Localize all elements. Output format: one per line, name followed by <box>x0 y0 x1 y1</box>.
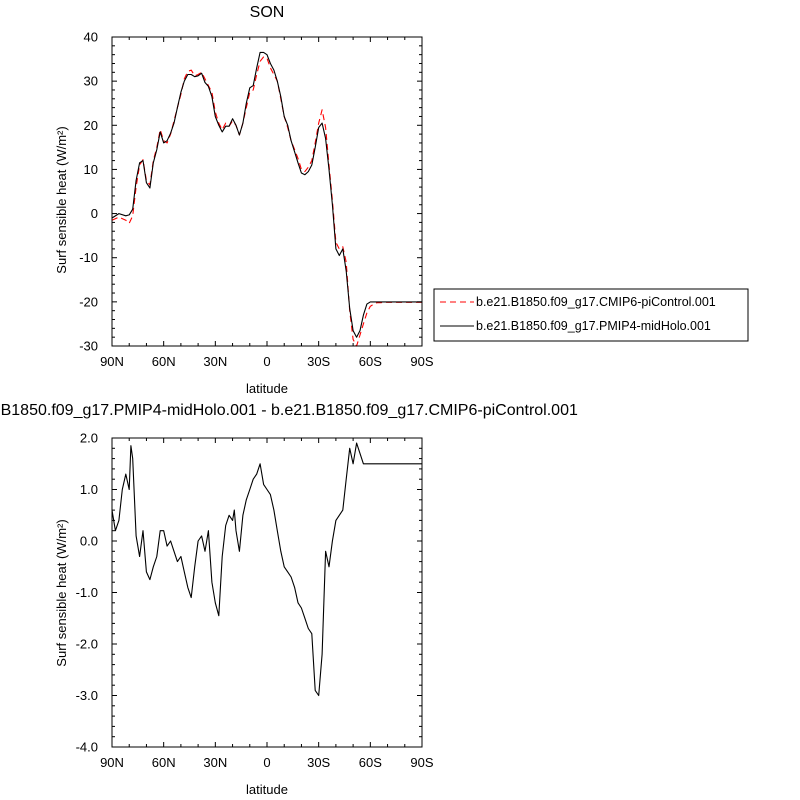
top-x-tick-label: 60S <box>359 354 382 369</box>
legend: b.e21.B1850.f09_g17.CMIP6-piControl.001 … <box>433 288 749 342</box>
bottom-plot-frame <box>111 437 423 748</box>
bottom-x-axis-label: latitude <box>246 782 288 797</box>
legend-label-midholo: b.e21.B1850.f09_g17.PMIP4-midHolo.001 <box>476 319 711 333</box>
top-x-axis-label: latitude <box>246 381 288 396</box>
bottom-chart-title: b.e21.B1850.f09_g17.PMIP4-midHolo.001 - … <box>0 402 578 419</box>
bottom-x-tick-label: 90N <box>100 755 124 770</box>
top-plot-lines <box>111 51 422 347</box>
top-y-tick-label: 20 <box>84 118 98 133</box>
bottom-x-tick-label: 60N <box>152 755 176 770</box>
top-series-line-1 <box>111 51 422 338</box>
bottom-series-line-0 <box>111 442 422 697</box>
top-panel: SON 90N 60N 30N 0 30S 60S 90S -30 -20 -10 0 10 20 30 4… <box>54 4 749 396</box>
bottom-y-tick-label: -1.0 <box>76 585 98 600</box>
bottom-y-axis-label: Surf sensible heat (W/m²) <box>54 519 69 666</box>
bottom-x-tick-label: 90S <box>410 755 433 770</box>
bottom-y-tick-label: -4.0 <box>76 740 98 755</box>
bottom-x-tick-label: 30N <box>203 755 227 770</box>
top-y-tick-label: -30 <box>79 339 98 354</box>
bottom-panel: b.e21.B1850.f09_g17.PMIP4-midHolo.001 - … <box>0 402 578 797</box>
top-x-tick-label: 60N <box>152 354 176 369</box>
top-y-tick-label: -20 <box>79 294 98 309</box>
top-series-line-0 <box>111 56 422 347</box>
top-x-tick-label: 90N <box>100 354 124 369</box>
top-plot-frame <box>111 36 423 347</box>
top-x-tick-label: 30S <box>307 354 330 369</box>
legend-box <box>433 288 749 342</box>
top-chart-title: SON <box>250 4 285 21</box>
bottom-plot-lines <box>111 442 422 697</box>
top-y-tick-label: 0 <box>91 206 98 221</box>
top-y-axis-label: Surf sensible heat (W/m²) <box>54 126 69 273</box>
bottom-y-tick-label: 2.0 <box>80 431 98 446</box>
bottom-x-tick-label: 0 <box>263 755 270 770</box>
top-y-tick-label: 40 <box>84 30 98 45</box>
top-y-tick-label: -10 <box>79 250 98 265</box>
legend-label-picontrol: b.e21.B1850.f09_g17.CMIP6-piControl.001 <box>476 295 716 309</box>
top-y-tick-label: 30 <box>84 74 98 89</box>
bottom-x-tick-label: 30S <box>307 755 330 770</box>
top-ticks: 90N 60N 30N 0 30S 60S 90S -30 -20 -10 0 10 20 30 40 <box>79 30 434 370</box>
top-y-tick-label: 10 <box>84 162 98 177</box>
bottom-y-tick-label: 0.0 <box>80 534 98 549</box>
top-x-tick-label: 30N <box>203 354 227 369</box>
bottom-ticks: 90N 60N 30N 0 30S 60S 90S -4.0 -3.0 -2.0 -1.0 0.0 1.… <box>76 431 434 771</box>
top-x-tick-label: 90S <box>410 354 433 369</box>
bottom-x-tick-label: 60S <box>359 755 382 770</box>
bottom-y-tick-label: 1.0 <box>80 482 98 497</box>
bottom-y-tick-label: -3.0 <box>76 688 98 703</box>
top-x-tick-label: 0 <box>263 354 270 369</box>
bottom-y-tick-label: -2.0 <box>76 637 98 652</box>
